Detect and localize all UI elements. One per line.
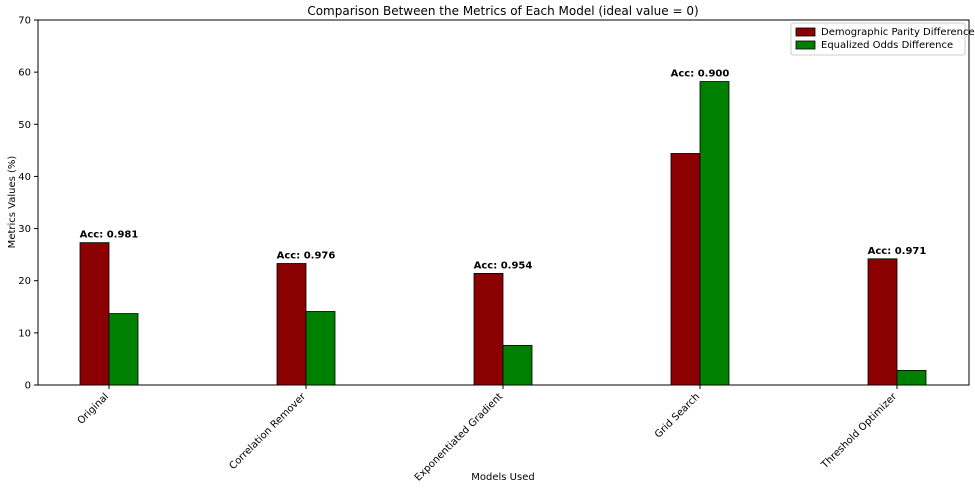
bars — [79, 81, 927, 386]
bar-equalized-odds-0 — [108, 313, 139, 386]
y-axis: 0 10 20 30 40 50 60 70 — [18, 16, 38, 392]
legend-box — [790, 22, 966, 56]
x-tick-label: Correlation Remover — [228, 391, 309, 472]
bar-demographic-parity-4 — [867, 258, 898, 386]
accuracy-label: Acc: 0.900 — [671, 69, 730, 80]
accuracy-label: Acc: 0.976 — [277, 251, 336, 262]
x-axis: Original Correlation Remover Exponentiated… — [76, 385, 900, 484]
y-tick-label: 70 — [18, 16, 31, 27]
legend: Demographic Parity Difference Equalized … — [790, 22, 975, 56]
x-axis-label: Models Used — [471, 472, 534, 483]
x-tick-label: Threshold Optimizer — [819, 391, 900, 472]
accuracy-label: Acc: 0.954 — [474, 260, 533, 271]
legend-swatch-equalized-odds — [795, 40, 816, 50]
y-tick-label: 50 — [18, 120, 31, 131]
y-tick-label: 60 — [18, 68, 31, 79]
bar-equalized-odds-4 — [896, 369, 927, 386]
bar-demographic-parity-3 — [670, 153, 701, 386]
y-tick-label: 40 — [18, 172, 31, 183]
legend-label-demographic-parity: Demographic Parity Difference — [821, 27, 975, 38]
x-tick-label: Original — [76, 391, 111, 426]
plot-area — [37, 19, 970, 386]
bar-equalized-odds-1 — [305, 311, 336, 386]
bar-demographic-parity-1 — [276, 263, 307, 386]
bar-demographic-parity-2 — [473, 273, 504, 386]
legend-swatch-demographic-parity — [795, 27, 816, 37]
y-tick-label: 0 — [25, 381, 31, 392]
y-axis-label: Metrics Values (%) — [7, 156, 18, 249]
accuracy-label: Acc: 0.981 — [80, 230, 139, 241]
bar-demographic-parity-0 — [79, 242, 110, 386]
y-tick-label: 10 — [18, 328, 31, 339]
bar-equalized-odds-3 — [699, 81, 730, 386]
x-tick-label: Grid Search — [653, 391, 702, 440]
legend-label-equalized-odds: Equalized Odds Difference — [821, 40, 953, 51]
y-tick-label: 30 — [18, 224, 31, 235]
bar-equalized-odds-2 — [502, 344, 533, 386]
accuracy-annotations: Acc: 0.981 Acc: 0.976 Acc: 0.954 Acc: 0.900… — [80, 69, 927, 272]
x-tick-label: Exponentiated Gradient — [413, 391, 505, 483]
chart-title: Comparison Between the Metrics of Each M… — [307, 4, 698, 18]
accuracy-label: Acc: 0.971 — [868, 246, 927, 257]
y-tick-label: 20 — [18, 276, 31, 287]
